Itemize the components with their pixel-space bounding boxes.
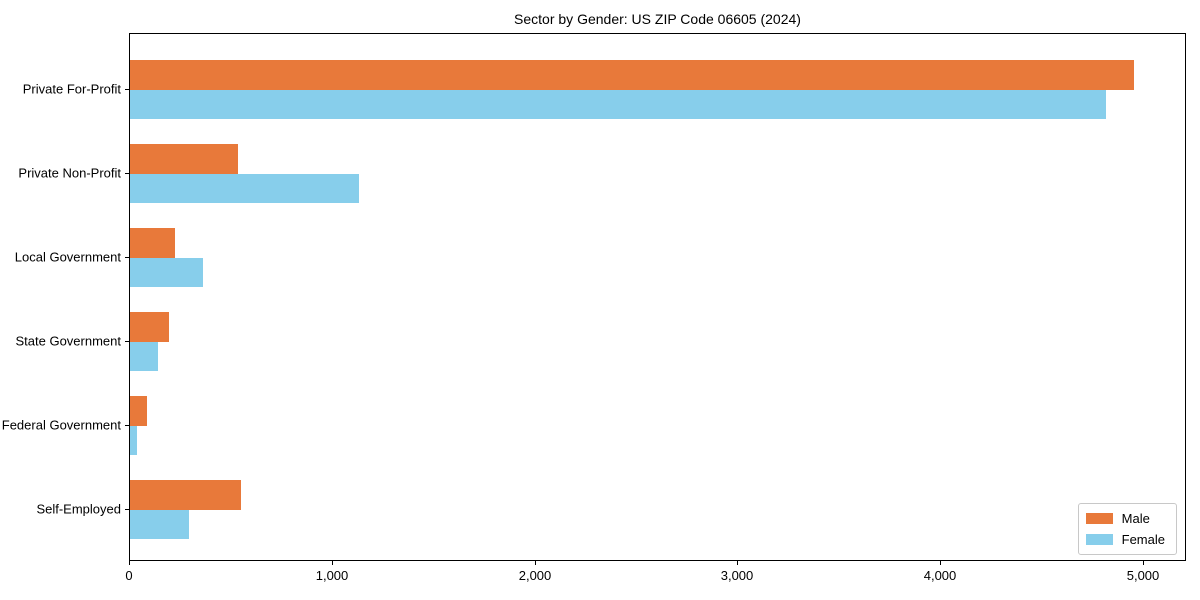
x-tick-mark [940, 561, 941, 565]
y-axis-label-local-government: Local Government [14, 249, 121, 265]
y-tick-mark [125, 89, 129, 90]
legend-swatch-female [1085, 534, 1113, 545]
bar-male-local-government [130, 228, 175, 258]
x-tick-label-4-000: 4,000 [923, 568, 957, 583]
bar-female-self-employed [130, 510, 189, 539]
x-tick-mark [1143, 561, 1144, 565]
y-axis-label-private-for-profit: Private For-Profit [22, 81, 121, 97]
y-tick-mark [125, 341, 129, 342]
x-tick-label-1-000: 1,000 [315, 568, 349, 583]
y-tick-mark [125, 509, 129, 510]
x-tick-mark [737, 561, 738, 565]
y-axis-label-state-government: State Government [15, 333, 122, 349]
y-tick-mark [125, 425, 129, 426]
bar-female-private-for-profit [130, 90, 1106, 119]
legend-label-female: Female [1121, 532, 1165, 547]
chart-title: Sector by Gender: US ZIP Code 06605 (202… [514, 11, 801, 27]
x-tick-mark [332, 561, 333, 565]
bar-male-private-non-profit [130, 144, 238, 174]
y-axis-label-self-employed: Self-Employed [36, 501, 121, 517]
x-tick-mark [535, 561, 536, 565]
y-tick-mark [125, 173, 129, 174]
plot-area: Male Female [129, 33, 1186, 561]
bar-female-private-non-profit [130, 174, 359, 203]
bar-female-state-government [130, 342, 158, 371]
bar-male-private-for-profit [130, 60, 1134, 90]
legend-swatch-male [1085, 513, 1113, 524]
bar-female-local-government [130, 258, 203, 287]
bar-male-federal-government [130, 396, 147, 426]
x-tick-label-0: 0 [125, 568, 133, 583]
x-tick-label-5-000: 5,000 [1126, 568, 1160, 583]
x-tick-label-2-000: 2,000 [518, 568, 552, 583]
bar-female-federal-government [130, 426, 137, 455]
y-axis-label-federal-government: Federal Government [1, 417, 121, 433]
legend-item-male: Male [1085, 511, 1165, 526]
legend-item-female: Female [1085, 532, 1165, 547]
bar-male-state-government [130, 312, 169, 342]
y-axis-label-private-non-profit: Private Non-Profit [18, 165, 121, 181]
legend-label-male: Male [1121, 511, 1150, 526]
x-tick-mark [129, 561, 130, 565]
y-tick-mark [125, 257, 129, 258]
x-tick-label-3-000: 3,000 [720, 568, 754, 583]
legend: Male Female [1077, 503, 1177, 555]
bar-male-self-employed [130, 480, 241, 510]
